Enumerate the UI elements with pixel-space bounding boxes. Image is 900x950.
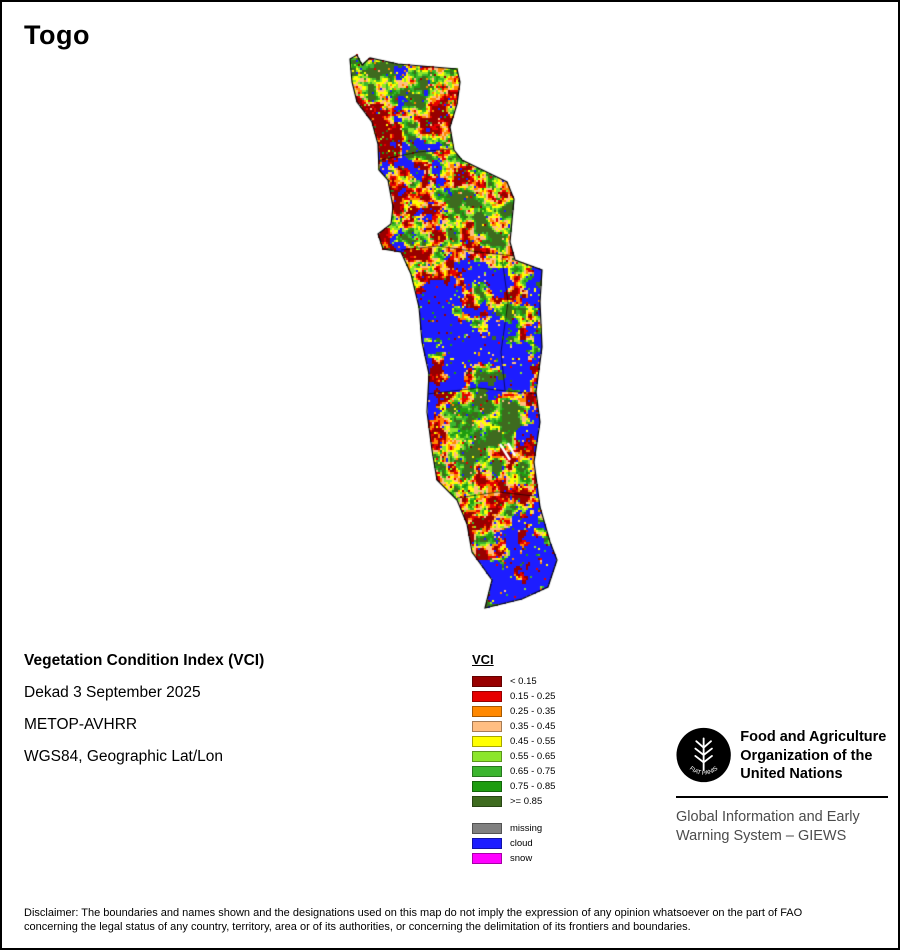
legend-row: 0.25 - 0.35 [472, 706, 555, 717]
legend-label: 0.65 - 0.75 [510, 766, 556, 777]
projection-line: WGS84, Geographic Lat/Lon [24, 748, 224, 765]
legend-label: 0.35 - 0.45 [510, 721, 556, 732]
dekad-line: Dekad 3 September 2025 [24, 684, 201, 701]
legend-extra-classes: missing cloud snow [472, 823, 555, 864]
sensor-line: METOP-AVHRR [24, 716, 138, 733]
fao-logo-icon: FIAT PANIS [676, 727, 731, 783]
legend-row: >= 0.85 [472, 796, 555, 807]
fao-divider [676, 796, 888, 798]
legend-label: missing [510, 823, 543, 834]
fao-name: Food and Agriculture Organization of the… [740, 729, 887, 782]
legend-row: missing [472, 823, 555, 834]
legend-title: VCI [472, 652, 494, 667]
legend-row: 0.65 - 0.75 [472, 766, 555, 777]
legend-label: 0.15 - 0.25 [510, 691, 556, 702]
fao-row: FIAT PANIS Food and Agriculture Organiza… [676, 726, 888, 784]
legend-label: 0.45 - 0.55 [510, 736, 556, 747]
legend-swatch [472, 796, 502, 807]
togo-vci-map [338, 52, 566, 616]
legend-label: < 0.15 [510, 676, 537, 687]
giews-name: Global Information and Early Warning Sys… [676, 809, 860, 844]
legend-label: cloud [510, 838, 533, 849]
info-block: Vegetation Condition Index (VCI) Dekad 3… [24, 652, 264, 780]
legend-classes: < 0.15 0.15 - 0.25 0.25 - 0.35 0.35 - 0.45 0… [472, 676, 555, 807]
legend-swatch [472, 823, 502, 834]
legend-row: 0.75 - 0.85 [472, 781, 555, 792]
legend-row: snow [472, 853, 555, 864]
legend: VCI < 0.15 0.15 - 0.25 0.25 - 0.35 0.35 - 0… [472, 652, 555, 868]
vci-heading: Vegetation Condition Index (VCI) [24, 652, 265, 669]
legend-swatch [472, 706, 502, 717]
svg-text:FIAT PANIS: FIAT PANIS [688, 766, 719, 777]
legend-row: 0.35 - 0.45 [472, 721, 555, 732]
legend-swatch [472, 721, 502, 732]
legend-label: 0.25 - 0.35 [510, 706, 556, 717]
legend-swatch [472, 736, 502, 747]
legend-swatch [472, 766, 502, 777]
legend-row: 0.55 - 0.65 [472, 751, 555, 762]
legend-row: 0.15 - 0.25 [472, 691, 555, 702]
legend-label: >= 0.85 [510, 796, 543, 807]
legend-row: cloud [472, 838, 555, 849]
fao-motto: FIAT PANIS [688, 766, 719, 777]
legend-row: < 0.15 [472, 676, 555, 687]
legend-swatch [472, 691, 502, 702]
legend-label: 0.75 - 0.85 [510, 781, 556, 792]
legend-swatch [472, 781, 502, 792]
legend-row: 0.45 - 0.55 [472, 736, 555, 747]
fao-block: FIAT PANIS Food and Agriculture Organiza… [676, 726, 888, 846]
disclaimer-text: Disclaimer: The boundaries and names sho… [24, 907, 803, 933]
legend-swatch [472, 751, 502, 762]
legend-swatch [472, 838, 502, 849]
legend-label: snow [510, 853, 533, 864]
page-title: Togo [24, 20, 90, 50]
legend-swatch [472, 676, 502, 687]
legend-swatch [472, 853, 502, 864]
legend-label: 0.55 - 0.65 [510, 751, 556, 762]
